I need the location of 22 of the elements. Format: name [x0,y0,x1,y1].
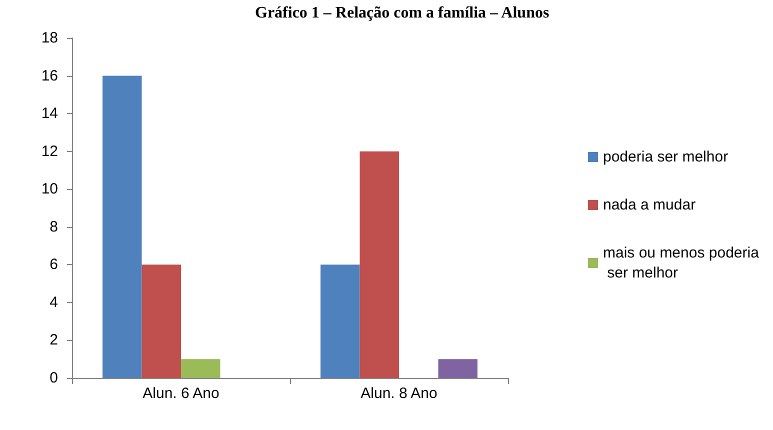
y-tick-label: 16 [41,67,58,84]
y-tick-label: 2 [50,332,58,349]
bar [142,264,181,378]
legend-label: mais ou menos poderia ser melhor [603,244,760,282]
x-tick-label: Alun. 8 Ano [360,385,438,402]
legend-label: nada a mudar [603,196,696,214]
bar [320,264,360,378]
y-tick-label: 14 [41,105,58,122]
y-tick-label: 6 [50,256,58,274]
y-tick-label: 4 [50,294,58,311]
bar [360,151,399,378]
y-tick-label: 0 [50,370,58,386]
bar [181,359,220,378]
chart-title: Gráfico 1 – Relação com a família – Alunos [255,4,550,22]
x-tick-label: Alun. 6 Ano [142,385,220,402]
bar [102,76,142,378]
y-tick-label: 10 [41,180,58,198]
y-tick-label: 12 [41,142,58,160]
bar [438,359,478,378]
y-tick-label: 8 [50,218,58,236]
legend-label: poderia ser melhor [603,148,728,166]
y-tick-label: 18 [41,30,58,46]
